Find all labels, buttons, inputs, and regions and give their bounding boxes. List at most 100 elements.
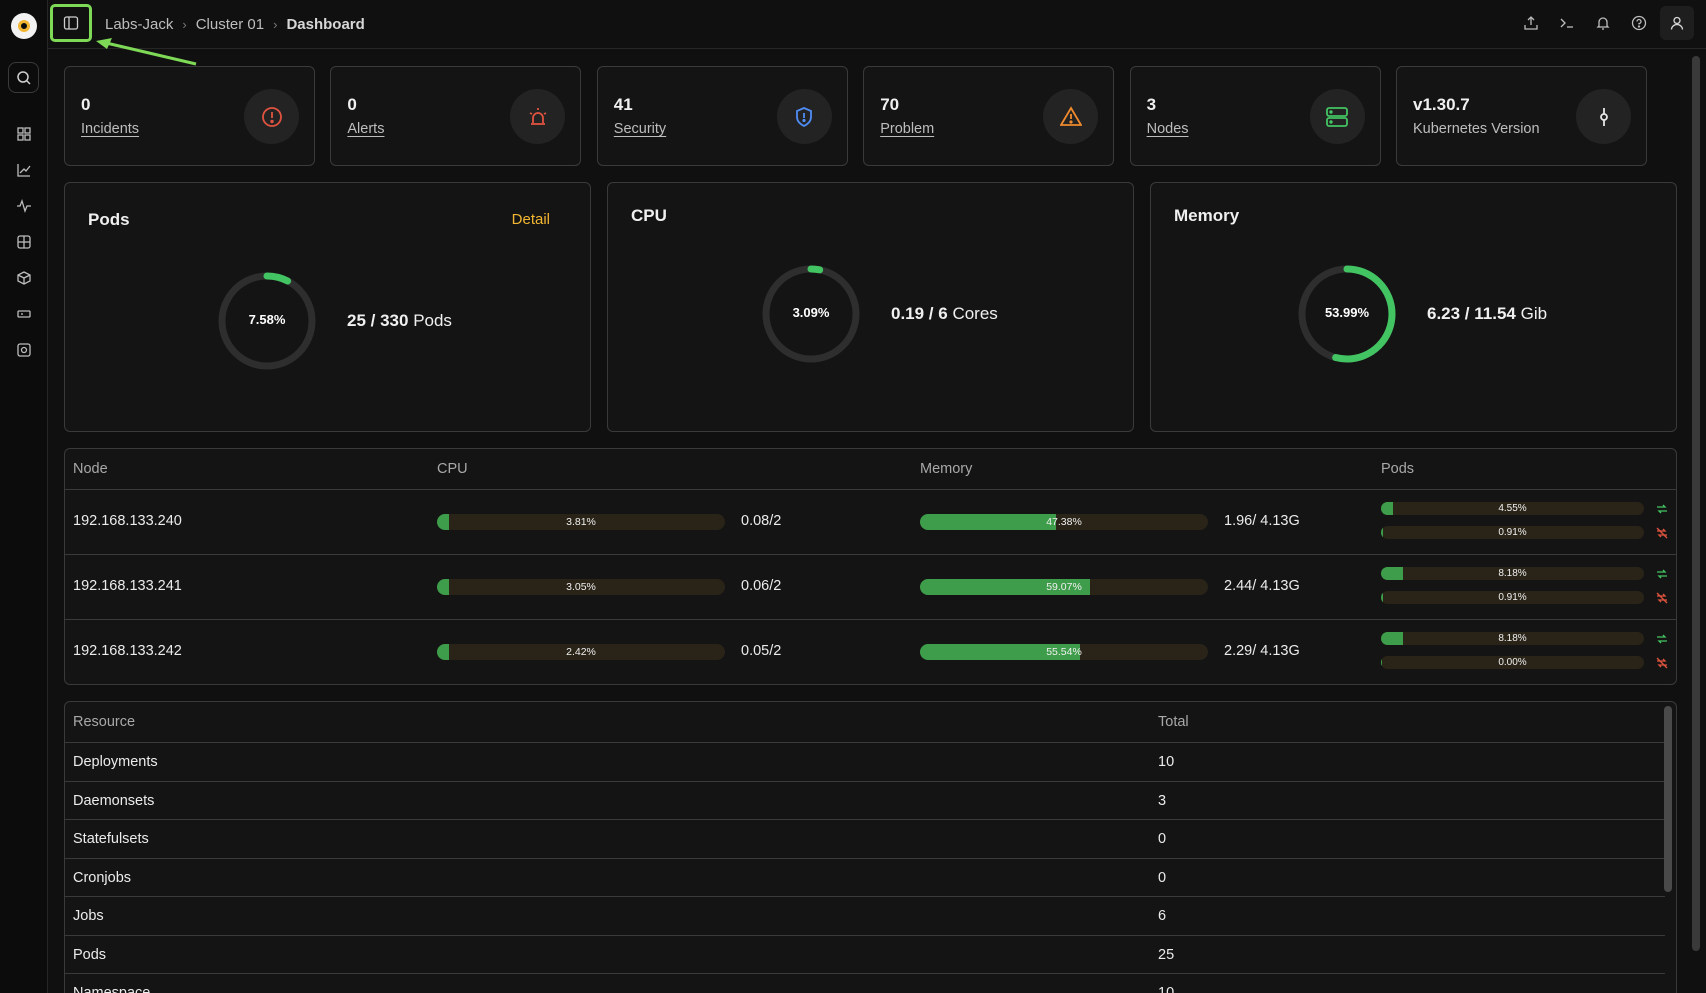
cpu-card: CPU 3.09% 0.19 / 6 Cores xyxy=(607,182,1134,432)
sync-icon xyxy=(1655,502,1669,516)
pods-usage-value: 25 / 330 Pods xyxy=(347,311,452,331)
cpu-column-header: CPU xyxy=(437,461,468,477)
bell-icon[interactable] xyxy=(1588,8,1618,38)
node-table-header: Node CPU Memory Pods xyxy=(65,449,1676,490)
sidebar-toggle-button[interactable] xyxy=(50,4,92,42)
cpu-usage-text: 0.06/2 xyxy=(741,578,782,594)
unlink-icon xyxy=(1655,591,1669,605)
stat-value: 0 xyxy=(347,95,357,114)
pods-running-bar: 8.18% xyxy=(1381,632,1644,645)
memory-progress-bar: 55.54% xyxy=(920,644,1208,660)
cube-icon[interactable] xyxy=(14,268,34,288)
memory-progress-label: 55.54% xyxy=(1046,646,1082,658)
resource-total: 10 xyxy=(1158,985,1175,993)
cpu-card-title: CPU xyxy=(631,206,667,225)
help-icon[interactable] xyxy=(1624,8,1654,38)
chart-icon[interactable] xyxy=(14,160,34,180)
resource-name: Deployments xyxy=(73,754,158,770)
cpu-progress-label: 3.05% xyxy=(566,581,596,593)
stat-card-kubernetes-version[interactable]: v1.30.7 Kubernetes Version xyxy=(1396,66,1647,166)
grid-icon[interactable] xyxy=(14,124,34,144)
cpu-usage-value: 0.19 / 6 Cores xyxy=(891,304,998,324)
page-scrollbar[interactable] xyxy=(1692,56,1700,951)
resource-name: Statefulsets xyxy=(73,831,149,847)
table-row[interactable]: 192.168.133.240 3.81% 0.08/2 47.38% 1.96… xyxy=(65,490,1676,555)
pods-running-label: 8.18% xyxy=(1498,633,1527,644)
pods-usage-count: 25 / 330 xyxy=(347,311,409,330)
pods-failed-label: 0.00% xyxy=(1498,657,1527,668)
stat-label[interactable]: Incidents xyxy=(81,121,140,137)
terminal-icon[interactable] xyxy=(1552,8,1582,38)
pods-usage-unit: Pods xyxy=(413,311,452,330)
user-icon[interactable] xyxy=(1660,6,1694,40)
resource-total: 25 xyxy=(1158,946,1175,963)
stat-card-incidents[interactable]: 0 Incidents xyxy=(64,66,315,166)
resource-total: 0 xyxy=(1158,831,1167,847)
breadcrumb-workspace[interactable]: Labs-Jack xyxy=(105,16,174,33)
git-commit-icon xyxy=(1576,89,1631,144)
server-icon xyxy=(1309,89,1365,144)
layers-icon[interactable] xyxy=(14,232,34,252)
activity-icon[interactable] xyxy=(14,196,34,216)
stat-label[interactable]: Alerts xyxy=(347,121,385,137)
cpu-progress-label: 3.81% xyxy=(566,516,596,528)
table-row[interactable]: Daemonsets 3 xyxy=(65,782,1665,820)
memory-usage-unit: Gib xyxy=(1520,304,1548,323)
table-row[interactable]: Cronjobs 0 xyxy=(65,859,1665,897)
resource-total: 3 xyxy=(1158,792,1167,809)
stat-card-problem[interactable]: 70 Problem xyxy=(863,66,1115,166)
stat-label[interactable]: Security xyxy=(613,121,667,137)
annotation-arrow xyxy=(96,38,197,66)
memory-gauge-percent: 53.99% xyxy=(1324,305,1370,320)
server-icon[interactable] xyxy=(14,304,34,324)
resource-table: Resource Total Deployments 10 Daemonsets… xyxy=(64,701,1677,993)
sync-icon xyxy=(1655,632,1669,646)
cpu-gauge-ring xyxy=(762,265,860,363)
resource-total: 0 xyxy=(1158,869,1167,886)
table-row[interactable]: Deployments 10 xyxy=(65,743,1665,782)
memory-usage-text: 1.96/ 4.13G xyxy=(1224,513,1300,529)
cpu-usage-text: 0.05/2 xyxy=(741,643,782,659)
memory-usage-text: 2.44/ 4.13G xyxy=(1224,578,1300,594)
pods-running-label: 8.18% xyxy=(1498,568,1527,579)
breadcrumb-cluster[interactable]: Cluster 01 xyxy=(195,16,265,33)
stat-card-security[interactable]: 41 Security xyxy=(596,66,848,166)
table-row[interactable]: Statefulsets 0 xyxy=(65,820,1665,859)
gauge-arc xyxy=(762,265,860,363)
resource-total: 10 xyxy=(1158,754,1175,770)
stat-label[interactable]: Problem xyxy=(880,121,935,137)
stat-value: v1.30.7 xyxy=(1413,95,1470,114)
cpu-usage-text: 0.08/2 xyxy=(741,513,782,529)
upload-icon[interactable] xyxy=(1516,8,1546,38)
memory-progress-bar: 47.38% xyxy=(920,514,1208,530)
table-row[interactable]: Namespace 10 xyxy=(65,974,1665,993)
pods-running-bar: 8.18% xyxy=(1381,567,1644,580)
stat-card-nodes[interactable]: 3 Nodes xyxy=(1129,66,1381,166)
stat-value: 41 xyxy=(613,95,633,114)
table-row[interactable]: Jobs 6 xyxy=(65,897,1665,936)
app-logo[interactable] xyxy=(11,13,37,39)
gauge-arc xyxy=(1298,265,1396,363)
breadcrumb-current-page: Dashboard xyxy=(286,16,365,33)
settings-icon[interactable] xyxy=(14,340,34,360)
left-rail xyxy=(0,0,48,993)
sync-icon xyxy=(1655,567,1669,581)
pods-failed-label: 0.91% xyxy=(1498,527,1527,538)
table-row[interactable]: 192.168.133.242 2.42% 0.05/2 55.54% 2.29… xyxy=(65,620,1676,685)
table-row[interactable]: Pods 25 xyxy=(65,936,1665,974)
node-column-header: Node xyxy=(73,461,108,477)
pods-detail-link[interactable]: Detail xyxy=(511,211,550,228)
memory-card-title: Memory xyxy=(1174,206,1240,225)
node-ip: 192.168.133.242 xyxy=(73,643,182,659)
cpu-progress-bar: 3.05% xyxy=(437,579,725,595)
top-bar: Labs-Jack › Cluster 01 › Dashboard xyxy=(48,0,1706,49)
memory-progress-bar: 59.07% xyxy=(920,579,1208,595)
node-ip: 192.168.133.241 xyxy=(73,578,182,594)
resource-name: Cronjobs xyxy=(73,869,132,886)
table-row[interactable]: 192.168.133.241 3.05% 0.06/2 59.07% 2.44… xyxy=(65,555,1676,620)
stat-card-alerts[interactable]: 0 Alerts xyxy=(330,66,582,166)
search-icon[interactable] xyxy=(8,62,39,93)
stat-label[interactable]: Nodes xyxy=(1146,121,1189,137)
resource-table-scrollbar[interactable] xyxy=(1664,706,1672,892)
